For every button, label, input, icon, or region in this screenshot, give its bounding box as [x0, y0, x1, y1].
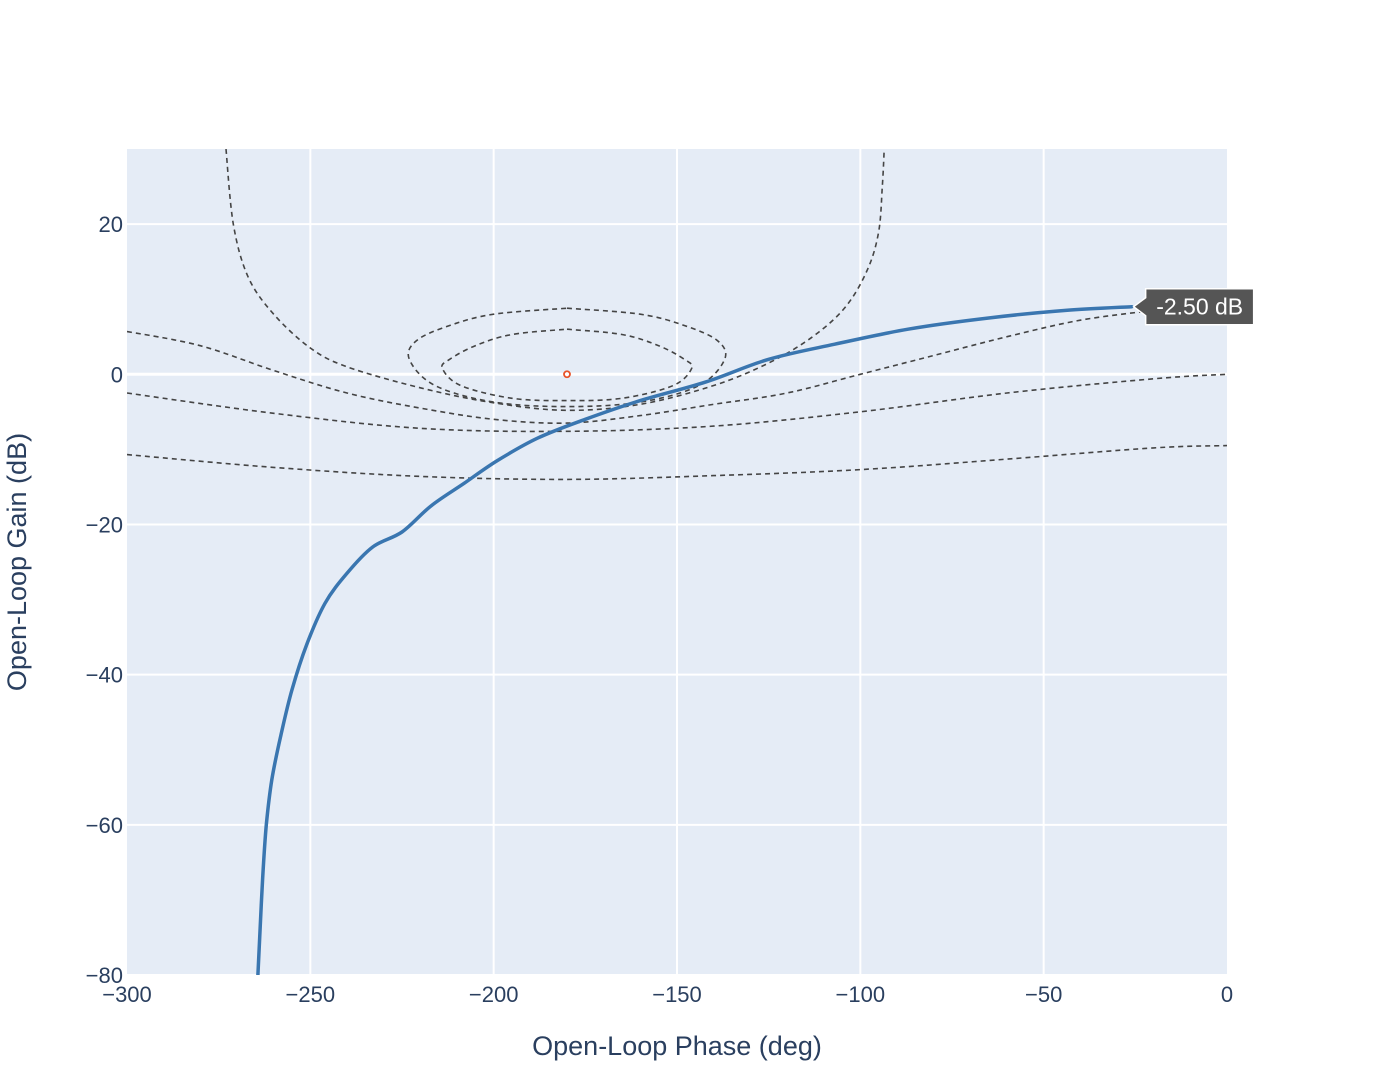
y-tick-label: 20 — [99, 212, 123, 237]
plot-area — [127, 149, 1227, 975]
x-tick-label: −200 — [469, 982, 519, 1007]
contour-group — [127, 149, 1227, 481]
hover-label-text: -2.50 dB — [1156, 294, 1243, 320]
critical-point-marker — [563, 370, 571, 379]
y-tick-label: 0 — [111, 362, 123, 387]
y-tick-label: −60 — [86, 813, 123, 838]
hover-annotation: -2.50 dB — [1132, 287, 1255, 326]
closed-loop-contour — [127, 444, 1227, 481]
marker-group — [563, 370, 571, 379]
y-axis-title: Open-Loop Gain (dB) — [2, 433, 32, 691]
x-tick-label: −300 — [102, 982, 152, 1007]
x-tick-label: −100 — [836, 982, 886, 1007]
y-tick-label: −40 — [86, 663, 123, 688]
x-tick-label: 0 — [1221, 982, 1233, 1007]
response-group — [256, 304, 1134, 975]
y-tick-label: −20 — [86, 512, 123, 537]
y-tick-label: −80 — [86, 963, 123, 988]
x-tick-label: −150 — [652, 982, 702, 1007]
closed-loop-contour — [127, 373, 1227, 433]
closed-loop-contour — [441, 328, 693, 402]
closed-loop-contour — [407, 307, 727, 408]
open-loop-response-line — [256, 304, 1134, 975]
closed-loop-contour — [225, 149, 885, 412]
closed-loop-contour — [127, 305, 1191, 425]
x-tick-labels: −300 −250 −200 −150 −100 −50 0 — [102, 982, 1233, 1007]
y-tick-labels: −80 −60 −40 −20 0 20 — [86, 212, 123, 988]
grid-lines — [127, 149, 1227, 976]
x-tick-label: −250 — [286, 982, 336, 1007]
x-tick-label: −50 — [1025, 982, 1062, 1007]
hover-label-box — [1132, 287, 1255, 326]
x-axis-title: Open-Loop Phase (deg) — [532, 1031, 822, 1061]
